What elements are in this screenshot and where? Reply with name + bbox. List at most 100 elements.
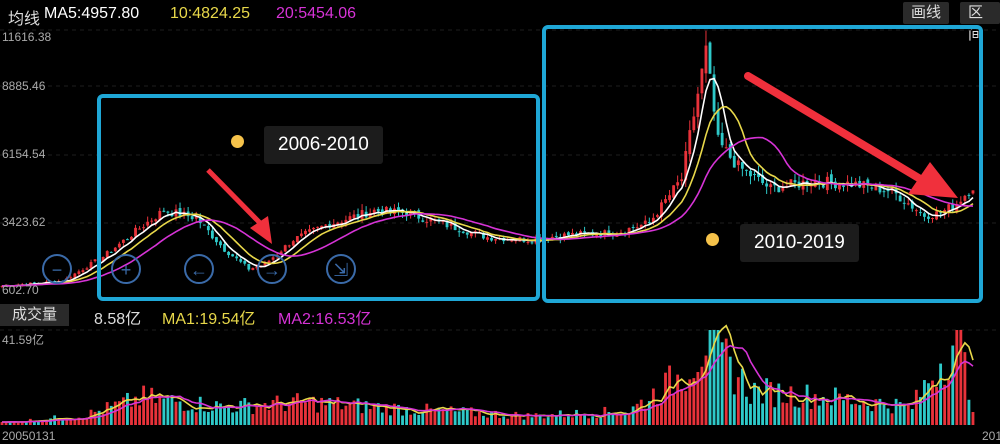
candle-body xyxy=(372,209,376,214)
volume-bar xyxy=(720,342,724,425)
volume-bar xyxy=(328,398,332,425)
volume-bar xyxy=(85,417,89,425)
candle-body xyxy=(688,130,692,155)
volume-bar xyxy=(591,416,595,425)
candle-body xyxy=(700,68,704,94)
candle-body xyxy=(202,224,206,226)
ma5-legend: MA5:4957.80 xyxy=(44,5,140,22)
candle-body xyxy=(866,179,870,186)
volume-bar xyxy=(502,416,506,425)
candle-body xyxy=(781,187,785,191)
volume-bar xyxy=(825,403,829,425)
candle-body xyxy=(380,209,384,215)
candle-body xyxy=(595,234,599,236)
volume-bar xyxy=(308,397,311,425)
volume-bar xyxy=(134,396,137,425)
volume-bar xyxy=(684,391,688,425)
candle-body xyxy=(745,169,748,171)
volume-bar xyxy=(611,413,615,425)
candle-body xyxy=(684,151,688,181)
volume-bar xyxy=(708,330,712,425)
volume-bar xyxy=(716,330,720,425)
volume-bar xyxy=(219,403,222,425)
candle-body xyxy=(465,232,469,235)
volume-bar xyxy=(186,410,190,425)
candle-body xyxy=(397,207,400,212)
candle-body xyxy=(89,262,93,269)
candle-body xyxy=(664,199,667,203)
volume-bar xyxy=(12,421,16,425)
candle-body xyxy=(777,187,781,193)
volume-bar xyxy=(773,407,777,425)
draw-line-button[interactable]: 画线 xyxy=(903,2,950,24)
candle-body xyxy=(510,240,514,242)
zoom-out-icon[interactable]: − xyxy=(42,254,72,284)
volume-bar xyxy=(445,410,449,425)
volume-bar xyxy=(676,374,680,425)
candle-body xyxy=(696,93,700,117)
candle-body xyxy=(291,241,295,246)
candle-body xyxy=(429,218,433,222)
volume-bar xyxy=(4,422,8,425)
candle-body xyxy=(384,206,388,214)
volume-bar xyxy=(360,413,364,425)
volume-bar xyxy=(405,407,409,425)
candle-body xyxy=(967,194,971,196)
candle-body xyxy=(651,217,655,223)
volume-bar xyxy=(413,413,417,425)
volume-bar xyxy=(32,420,36,425)
volume-bar xyxy=(728,356,732,425)
volume-bar xyxy=(356,398,360,425)
candle-body xyxy=(753,174,756,176)
volume-label-button[interactable]: 成交量 xyxy=(0,304,70,326)
left-arrow-icon[interactable]: ← xyxy=(184,254,214,284)
collapse-icon[interactable]: ⇲ xyxy=(326,254,356,284)
volume-bar xyxy=(777,383,781,425)
volume-bar xyxy=(267,409,271,425)
volume-bar xyxy=(170,395,174,425)
volume-bar xyxy=(643,408,647,425)
candle-body xyxy=(599,234,603,237)
volume-bar xyxy=(344,405,348,425)
candle-body xyxy=(93,259,97,262)
candle-body xyxy=(134,227,137,237)
candle-body xyxy=(81,270,85,272)
volume-bar xyxy=(854,403,858,425)
volume-bar xyxy=(902,403,906,425)
volume-bar xyxy=(255,405,259,425)
volume-bar xyxy=(336,397,340,425)
volume-bar xyxy=(239,400,243,425)
volume-bar xyxy=(615,415,619,425)
candle-body xyxy=(279,251,283,255)
volume-bar xyxy=(202,411,206,425)
volume-bar xyxy=(352,400,356,425)
volume-bar xyxy=(73,418,77,425)
volume-bar xyxy=(522,419,526,425)
zoom-in-icon[interactable]: + xyxy=(111,254,141,284)
volume-bar xyxy=(935,387,938,425)
volume-bar xyxy=(417,414,421,425)
volume-bar xyxy=(538,414,542,425)
candle-body xyxy=(482,232,485,239)
volume-bar xyxy=(437,407,441,425)
volume-bar xyxy=(340,409,344,425)
candle-body xyxy=(842,185,845,187)
volume-bar xyxy=(312,396,315,425)
volume-bar xyxy=(801,402,805,425)
volume-bar xyxy=(291,397,295,425)
volume-bar xyxy=(571,417,574,425)
volume-bar xyxy=(813,394,817,425)
volume-bar xyxy=(425,403,429,425)
volume-bar xyxy=(809,408,813,425)
right-arrow-icon[interactable]: → xyxy=(257,254,287,284)
annotation-dot-2 xyxy=(706,233,719,246)
volume-bar xyxy=(510,413,514,425)
volume-bar xyxy=(680,388,684,425)
volume-bar xyxy=(971,412,975,425)
start-date-label: 20050131 xyxy=(2,429,56,443)
candle-body xyxy=(105,251,109,258)
volume-value: 8.58亿 xyxy=(94,311,142,328)
ma20-legend: 20:5454.06 xyxy=(276,5,357,22)
candle-body xyxy=(749,170,752,177)
